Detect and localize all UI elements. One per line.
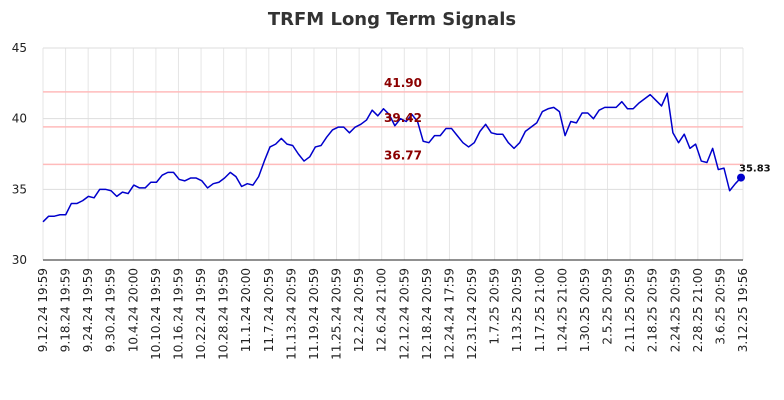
chart-title: TRFM Long Term Signals [268, 9, 516, 30]
y-tick-label: 30 [12, 253, 27, 267]
x-tick-label: 12.12.24 20:59 [397, 268, 411, 360]
x-tick-label: 10.10.24 19:59 [149, 268, 163, 360]
y-tick-label: 45 [12, 41, 27, 55]
y-tick-label: 35 [12, 182, 27, 196]
x-tick-label: 12.18.24 20:59 [420, 268, 434, 360]
signal-labels: 41.90 39.42 36.77 [384, 76, 422, 163]
x-tick-label: 2.5.25 20:59 [601, 268, 615, 345]
last-point: 35.83 [737, 164, 771, 182]
x-tick-label: 12.24.24 17:59 [442, 268, 456, 360]
x-tick-label: 11.25.24 20:59 [330, 268, 344, 360]
signal-lines [43, 91, 743, 166]
x-tick-label: 2.18.25 20:59 [646, 268, 660, 352]
x-tick-label: 9.24.24 19:59 [81, 268, 95, 352]
x-tick-label: 1.30.25 20:59 [578, 268, 592, 352]
x-tick-label: 1.17.25 21:00 [533, 268, 547, 352]
x-tick-label: 10.28.24 19:59 [217, 268, 231, 360]
x-tick-label: 12.6.24 21:00 [375, 268, 389, 352]
x-tick-label: 9.18.24 19:59 [59, 268, 73, 352]
x-tick-label: 10.22.24 19:59 [194, 268, 208, 360]
x-tick-label: 11.19.24 20:59 [307, 268, 321, 360]
y-axis: 30 35 40 45 [12, 41, 27, 267]
x-tick-label: 1.7.25 20:59 [488, 268, 502, 345]
x-tick-label: 9.30.24 19:59 [104, 268, 118, 352]
x-tick-label: 2.24.25 20:59 [668, 268, 682, 352]
last-point-marker [737, 173, 745, 182]
x-tick-label: 12.2.24 20:59 [352, 268, 366, 352]
grid [42, 47, 744, 261]
x-tick-label: 10.4.24 20:00 [126, 268, 140, 352]
price-line [42, 92, 742, 223]
x-tick-label: 2.11.25 20:59 [623, 268, 637, 352]
x-tick-label: 3.6.25 20:59 [713, 268, 727, 345]
x-tick-label: 11.7.24 20:59 [262, 268, 276, 352]
x-tick-label: 1.24.25 21:00 [555, 268, 569, 352]
y-tick-label: 40 [12, 112, 27, 126]
x-tick-label: 1.13.25 20:59 [510, 268, 524, 352]
x-tick-label: 11.13.24 20:59 [284, 268, 298, 360]
x-tick-label: 10.16.24 19:59 [171, 268, 185, 360]
x-tick-label: 9.12.24 19:59 [36, 268, 50, 352]
x-tick-label: 3.12.25 19:56 [736, 268, 750, 352]
x-tick-label: 11.1.24 20:00 [239, 268, 253, 352]
series-layer [42, 92, 742, 223]
x-tick-label: 12.31.24 20:59 [465, 268, 479, 360]
last-point-label: 35.83 [739, 164, 771, 175]
signal-label: 36.77 [384, 148, 422, 162]
x-tick-label: 2.28.25 21:00 [691, 268, 705, 352]
signal-label: 39.42 [384, 111, 422, 125]
signal-label: 41.90 [384, 76, 422, 90]
x-axis: 9.12.24 19:59 9.18.24 19:59 9.24.24 19:59 9… [36, 268, 750, 360]
